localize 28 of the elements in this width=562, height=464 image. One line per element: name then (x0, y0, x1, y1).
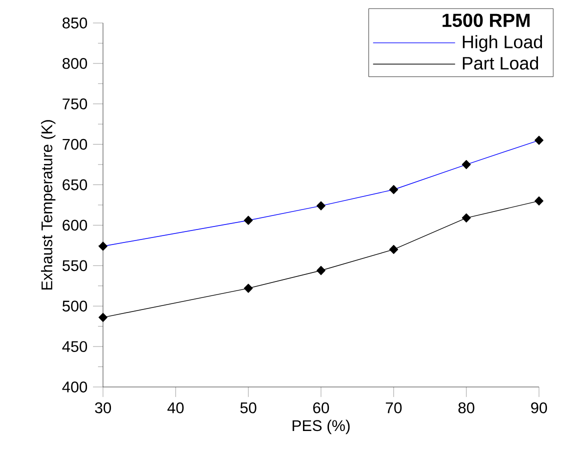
point (98, 312, 108, 322)
y-tick-label: 700 (62, 138, 88, 150)
point (244, 284, 253, 293)
y-tick-label: 800 (62, 58, 88, 69)
legend-title: 1500 RPM (442, 14, 530, 28)
y-tick-label: 850 (62, 18, 88, 28)
x-tick-label: 80 (458, 402, 474, 414)
x-tick-label: 40 (167, 402, 184, 414)
y-axis-title: Exhaust Temperature (K) (41, 120, 56, 290)
legend-label: High Load (462, 35, 542, 52)
x-tick-label: 30 (95, 402, 111, 414)
y-tick-label: 650 (62, 179, 88, 190)
y-tick-label: 400 (62, 382, 88, 392)
x-tick-label: 60 (313, 402, 329, 414)
y-tick-label: 750 (62, 98, 88, 110)
x-axis-title: PES (%) (292, 420, 350, 434)
point (316, 266, 326, 276)
x-tick-label: 90 (531, 402, 547, 414)
point (389, 244, 398, 254)
y-tick-label: 600 (62, 220, 88, 231)
x-tick-label: 70 (386, 402, 402, 414)
y-tick-label: 500 (62, 300, 88, 312)
legend-label: Part Load (462, 56, 538, 70)
y-tick-label: 450 (62, 341, 88, 352)
point (462, 213, 471, 222)
y-tick-label: 550 (62, 260, 88, 272)
point (534, 196, 544, 206)
x-tick-label: 50 (240, 402, 256, 414)
